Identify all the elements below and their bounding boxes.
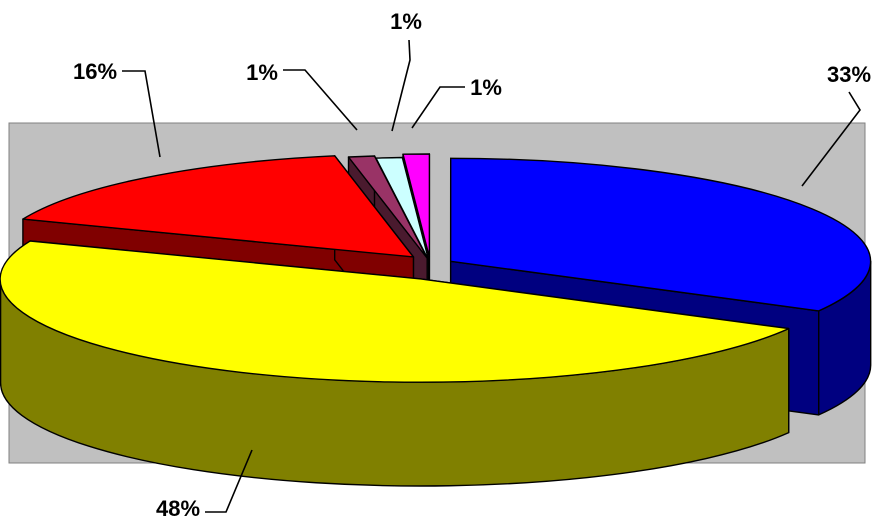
leader-line: [122, 70, 161, 158]
data-label: 1%: [246, 60, 278, 85]
data-label: 1%: [390, 9, 422, 34]
pie-slice-top: [22, 155, 415, 258]
leader-line: [801, 91, 861, 187]
leader-line: [205, 449, 253, 513]
pie-slice-top: [347, 155, 428, 259]
pie-slice-top: [449, 157, 872, 312]
leader-line: [391, 39, 411, 132]
data-label: 1%: [470, 75, 502, 100]
data-label: 16%: [73, 59, 117, 84]
pie-slice-top: [402, 153, 431, 258]
data-label: 48%: [156, 496, 200, 521]
leader-line: [283, 69, 358, 131]
pie-slice: [0, 240, 790, 487]
leader-line: [411, 86, 465, 129]
pie-slice-top: [0, 240, 790, 383]
data-label: 33%: [827, 62, 871, 87]
pie-slices: [0, 153, 872, 487]
data-labels: 33% 48% 16% 1% 1% 1%: [73, 9, 871, 521]
